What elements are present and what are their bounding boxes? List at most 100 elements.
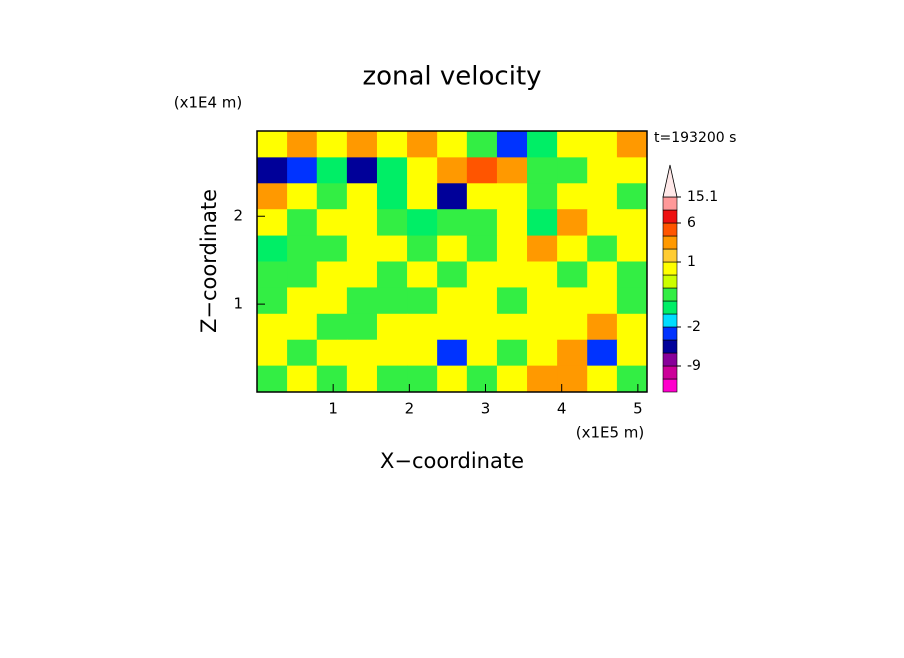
contour-cell [257, 287, 288, 315]
contour-cell [346, 157, 378, 184]
x-tick-label: 5 [633, 400, 643, 418]
contour-cell [496, 261, 528, 288]
contour-cell [587, 365, 618, 393]
colorbar-box [662, 326, 678, 341]
contour-cell [466, 313, 498, 341]
contour-cell [616, 183, 648, 210]
contour-cell [616, 339, 648, 367]
contour-cell [496, 209, 528, 237]
contour-cell [287, 157, 318, 184]
contour-cell [287, 287, 318, 315]
contour-cell [257, 339, 288, 367]
contour-cell [346, 183, 378, 210]
contour-cell [287, 313, 318, 341]
contour-cell [376, 209, 408, 237]
x-axis-label: X−coordinate [380, 449, 524, 473]
colorbar-box [662, 365, 678, 380]
contour-cell [346, 209, 378, 237]
contour-cell [437, 313, 468, 341]
contour-cell [587, 183, 618, 210]
colorbar-box [662, 313, 678, 328]
contour-cell [346, 287, 378, 315]
colorbar-box [662, 378, 678, 393]
contour-cell [346, 365, 378, 393]
contour-cell [407, 157, 438, 184]
contour-cell [376, 131, 408, 158]
contour-cell [496, 157, 528, 184]
y-tick-label: 1 [233, 295, 243, 313]
contour-cell [407, 183, 438, 210]
contour-cell [316, 157, 348, 184]
contour-cell [557, 131, 588, 158]
contour-cell [616, 157, 648, 184]
contour-cell [437, 261, 468, 288]
contour-cell [616, 365, 648, 393]
contour-cell [527, 183, 558, 210]
contour-cell [287, 131, 318, 158]
contour-cell [257, 365, 288, 393]
contour-cell [496, 183, 528, 210]
time-label: t=193200 s [654, 130, 736, 146]
contour-cell [587, 157, 618, 184]
colorbar-tick-label: 6 [687, 215, 696, 231]
contour-cell [257, 209, 288, 237]
contour-cell [496, 235, 528, 262]
contour-cell [376, 157, 408, 184]
contour-cell [287, 339, 318, 367]
contour-cell [407, 339, 438, 367]
contour-cell [316, 209, 348, 237]
colorbar-tick-label: 15.1 [687, 189, 718, 205]
contour-cell [407, 209, 438, 237]
contour-cell [557, 365, 588, 393]
contour-cell [407, 313, 438, 341]
contour-cell [287, 209, 318, 237]
contour-cell [616, 235, 648, 262]
contour-cell [316, 365, 348, 393]
contour-cell [496, 365, 528, 393]
x-tick-label: 1 [328, 400, 338, 418]
contour-cell [437, 365, 468, 393]
contour-cell [466, 131, 498, 158]
contour-cell [437, 209, 468, 237]
contour-cell [527, 261, 558, 288]
contour-cell [557, 339, 588, 367]
contour-cell [587, 313, 618, 341]
contour-cell [527, 235, 558, 262]
contour-cell [346, 131, 378, 158]
contour-cell [466, 157, 498, 184]
contour-cell [346, 339, 378, 367]
contour-cell [527, 313, 558, 341]
colorbar-extension [662, 164, 678, 198]
colorbar-box [662, 235, 678, 250]
contour-cell [316, 339, 348, 367]
x-tick-label: 2 [405, 400, 415, 418]
contour-cell [527, 209, 558, 237]
contour-cell [437, 339, 468, 367]
contour-cell [257, 183, 288, 210]
contour-cell [557, 287, 588, 315]
contour-cell [466, 365, 498, 393]
plot-frame [256, 130, 648, 393]
contour-cell [466, 183, 498, 210]
contour-cell [466, 339, 498, 367]
contour-cell [346, 235, 378, 262]
contour-cell [527, 131, 558, 158]
y-unit: (x1E4 m) [174, 94, 243, 112]
contour-cell [616, 131, 648, 158]
contour-cell [316, 313, 348, 341]
contour-cell [287, 235, 318, 262]
contour-cell [376, 287, 408, 315]
colorbar-box [662, 196, 678, 211]
colorbar-box [662, 287, 678, 302]
colorbar-tick-label: 1 [687, 254, 696, 270]
contour-cell [496, 131, 528, 158]
contour-cell [257, 313, 288, 341]
contour-cell [257, 235, 288, 262]
contour-cell [496, 339, 528, 367]
contour-cell [407, 235, 438, 262]
contour-cell [527, 287, 558, 315]
colorbar-box [662, 300, 678, 315]
x-tick-label: 4 [557, 400, 567, 418]
